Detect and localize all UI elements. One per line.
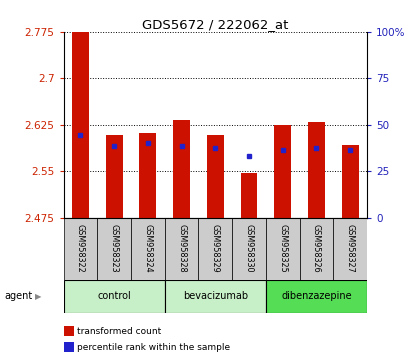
Bar <box>240 173 257 218</box>
Text: transformed count: transformed count <box>76 327 160 336</box>
Bar <box>173 120 189 218</box>
Bar <box>63 280 164 313</box>
Bar <box>341 145 357 218</box>
Text: GSM958323: GSM958323 <box>109 224 118 273</box>
Text: percentile rank within the sample: percentile rank within the sample <box>76 343 229 352</box>
Text: control: control <box>97 291 130 302</box>
Bar <box>97 218 130 280</box>
Bar <box>206 135 223 218</box>
Bar <box>265 218 299 280</box>
Text: agent: agent <box>4 291 32 302</box>
Bar <box>307 122 324 218</box>
Bar <box>164 218 198 280</box>
Bar <box>72 32 89 218</box>
Text: ▶: ▶ <box>35 292 41 301</box>
Bar <box>198 218 231 280</box>
Bar <box>299 218 333 280</box>
Text: GSM958326: GSM958326 <box>311 224 320 273</box>
Text: GSM958322: GSM958322 <box>76 224 85 273</box>
Bar <box>231 218 265 280</box>
Bar <box>139 133 156 218</box>
Text: GSM958328: GSM958328 <box>177 224 186 273</box>
Title: GDS5672 / 222062_at: GDS5672 / 222062_at <box>142 18 288 31</box>
Text: GSM958325: GSM958325 <box>277 224 286 273</box>
Text: GSM958330: GSM958330 <box>244 224 253 273</box>
Bar <box>63 218 97 280</box>
Text: GSM958329: GSM958329 <box>210 224 219 273</box>
Text: bevacizumab: bevacizumab <box>182 291 247 302</box>
Text: GSM958324: GSM958324 <box>143 224 152 273</box>
Bar <box>333 218 366 280</box>
Text: dibenzazepine: dibenzazepine <box>281 291 351 302</box>
Bar <box>164 280 265 313</box>
Bar <box>130 218 164 280</box>
Bar <box>106 135 122 218</box>
Bar <box>274 125 290 218</box>
Bar <box>265 280 366 313</box>
Text: GSM958327: GSM958327 <box>345 224 354 273</box>
